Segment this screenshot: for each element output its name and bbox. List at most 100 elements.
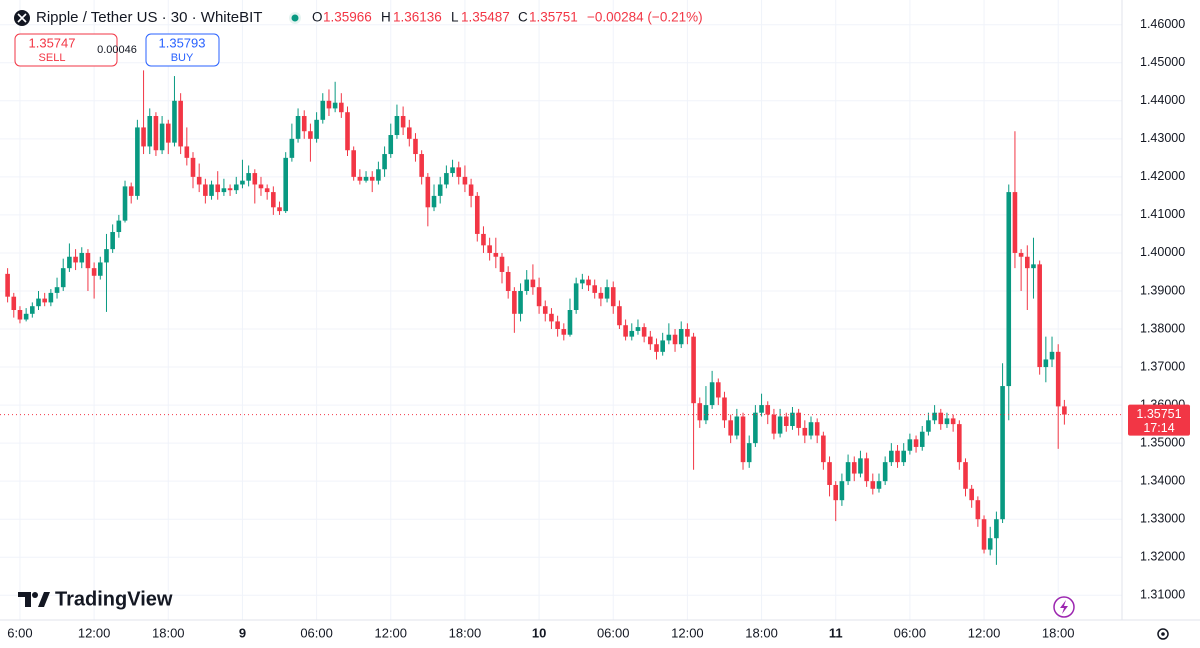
x-tick-label: 11 xyxy=(829,625,843,640)
candle-body xyxy=(444,173,449,185)
buy-label: BUY xyxy=(171,52,194,64)
candle-body xyxy=(678,329,684,345)
candle-body xyxy=(561,329,567,335)
candle-body xyxy=(153,116,159,151)
last-price-label: 1.35751 xyxy=(1136,407,1181,421)
candle-body xyxy=(437,184,443,196)
candle-body xyxy=(363,176,369,181)
candle-body xyxy=(530,279,536,288)
candle-body xyxy=(283,157,288,212)
settings-icon-center xyxy=(1161,632,1165,636)
x-tick-label: 9 xyxy=(239,625,246,640)
buy-button[interactable] xyxy=(145,33,220,67)
candle-body xyxy=(796,412,801,428)
candle-body xyxy=(598,292,604,299)
ohlc-letter: H xyxy=(381,10,391,25)
candle-body xyxy=(536,287,542,307)
spread: 0.00046 xyxy=(97,44,137,56)
candle-body xyxy=(808,422,814,436)
candle-body xyxy=(419,154,424,177)
buy-price: 1.35793 xyxy=(159,35,206,50)
sell-label: SELL xyxy=(39,52,66,64)
candle-body xyxy=(641,327,647,337)
candle-body xyxy=(339,102,344,113)
candle-body xyxy=(697,403,703,421)
candle-body xyxy=(104,249,109,263)
candle-body xyxy=(981,519,987,550)
candle-body xyxy=(165,123,171,143)
settings-icon[interactable] xyxy=(1157,628,1169,640)
candle-body xyxy=(1062,406,1067,415)
candle-body xyxy=(184,146,190,158)
candle-body xyxy=(450,167,455,174)
market-status-dot xyxy=(291,14,299,22)
candle-body xyxy=(950,418,956,425)
candle-body xyxy=(635,327,641,331)
candle-body xyxy=(771,414,777,434)
ohlc-high: 1.36136 xyxy=(393,10,442,25)
sell-button[interactable] xyxy=(14,33,118,67)
candle-body xyxy=(827,462,832,485)
candle-body xyxy=(85,252,91,269)
candle-body xyxy=(91,268,97,276)
candle-body xyxy=(573,283,579,310)
ohlc-letter: L xyxy=(451,10,459,25)
candle-body xyxy=(23,313,29,320)
x-tick-label: 12:00 xyxy=(968,625,1001,640)
candle-body xyxy=(468,184,474,196)
y-tick-label: 1.38000 xyxy=(1140,321,1185,335)
candles xyxy=(5,70,1067,565)
candle-body xyxy=(215,184,221,193)
candle-body xyxy=(499,256,505,272)
x-tick-label: 18:00 xyxy=(152,625,185,640)
countdown: 17:14 xyxy=(1143,421,1174,435)
candle-body xyxy=(135,127,140,196)
candle-body xyxy=(264,188,270,193)
candle-body xyxy=(833,484,839,501)
alert-icon-bolt xyxy=(1060,600,1068,614)
candle-body xyxy=(957,424,962,463)
ohlc-change: −0.00284 (−0.21%) xyxy=(587,10,703,25)
candle-body xyxy=(1012,192,1018,253)
candle-body xyxy=(407,127,412,139)
candle-body xyxy=(1031,264,1036,269)
x-tick-label: 10 xyxy=(532,625,546,640)
candle-body xyxy=(481,233,486,246)
candle-body xyxy=(1018,252,1024,257)
candle-body xyxy=(790,412,795,427)
candle-body xyxy=(734,416,740,436)
candle-body xyxy=(753,412,758,444)
candle-body xyxy=(369,176,375,181)
candle-body xyxy=(542,306,548,314)
candle-body xyxy=(11,296,17,310)
ohlc-open: 1.35966 xyxy=(323,10,372,25)
y-tick-label: 1.42000 xyxy=(1140,169,1185,183)
candle-body xyxy=(301,116,307,132)
candle-body xyxy=(1000,386,1005,520)
candle-body xyxy=(314,119,319,139)
candle-body xyxy=(870,481,876,489)
candle-body xyxy=(36,298,41,307)
candle-body xyxy=(1006,192,1012,387)
candle-body xyxy=(926,420,931,432)
candle-body xyxy=(190,157,196,177)
candle-body xyxy=(802,427,808,436)
ohlc-close: 1.35751 xyxy=(529,10,578,25)
axes: 1.310001.320001.330001.340001.350001.360… xyxy=(0,17,1190,640)
candle-body xyxy=(425,176,431,208)
candle-body xyxy=(240,180,245,185)
candle-body xyxy=(716,382,721,398)
candle-body xyxy=(777,416,783,434)
candle-body xyxy=(586,279,591,286)
y-tick-label: 1.46000 xyxy=(1140,17,1185,31)
y-tick-label: 1.44000 xyxy=(1140,93,1185,107)
candle-body xyxy=(814,422,820,436)
candle-body xyxy=(252,173,258,185)
candle-body xyxy=(629,330,635,337)
candle-body xyxy=(518,290,523,314)
y-tick-label: 1.34000 xyxy=(1140,473,1185,487)
symbol-title: Ripple / Tether US · 30 · WhiteBIT xyxy=(36,9,262,26)
candle-body xyxy=(759,405,764,413)
candle-body xyxy=(666,334,672,341)
